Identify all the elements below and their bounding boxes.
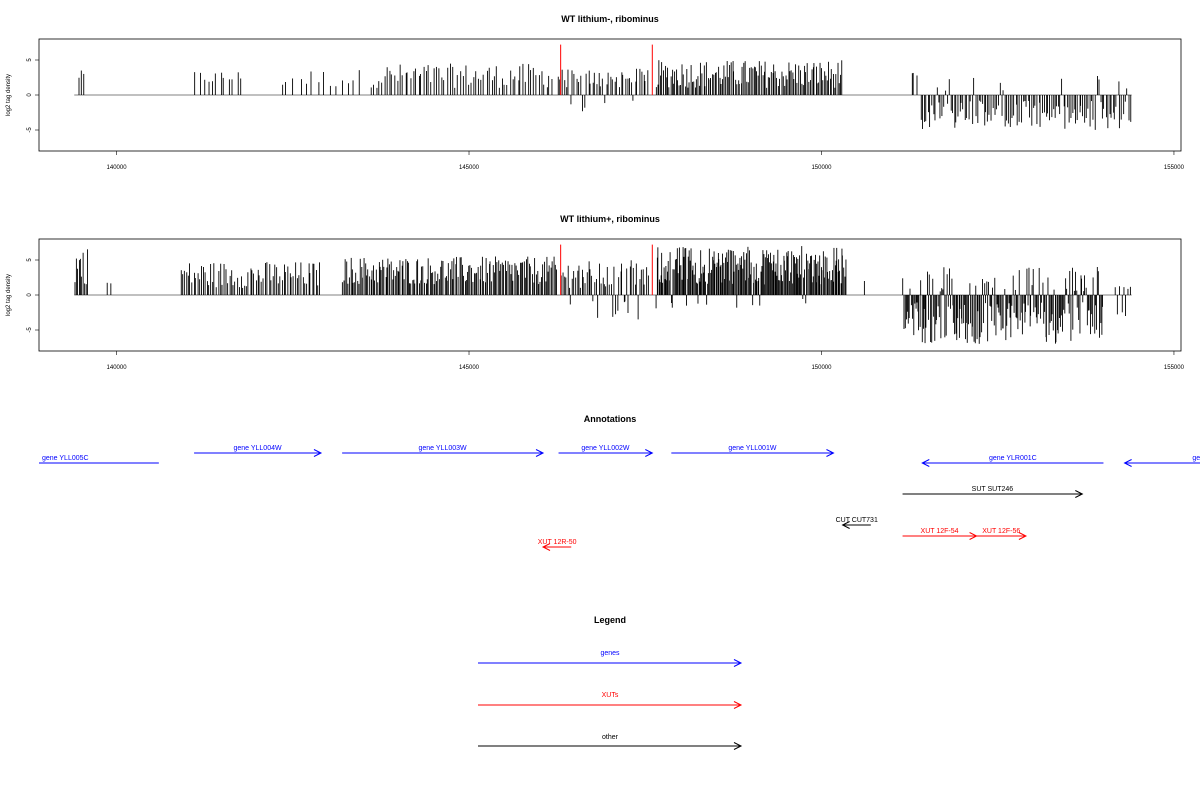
data-bars — [74, 244, 1132, 344]
feature-label: gene YLL005C — [42, 455, 89, 462]
annotation-feature: XUT 12F-56 — [976, 528, 1028, 540]
y-tick-label: -5 — [27, 327, 33, 333]
feature-label: gene YLL004W — [233, 445, 282, 452]
x-tick-label: 150000 — [811, 365, 832, 371]
x-tick-label: 155000 — [1164, 365, 1185, 371]
arrow-head — [733, 742, 743, 750]
x-tick-label: 145000 — [459, 165, 480, 171]
legend-entry-other: other — [478, 734, 743, 750]
feature-label: XUT 12F-54 — [921, 528, 959, 535]
feature-label: gene YLR001C — [989, 455, 1037, 462]
arrow-head — [841, 521, 850, 529]
y-tick-label: 5 — [27, 258, 33, 262]
track-title: WT lithium+, ribominus — [560, 214, 660, 224]
x-tick-label: 140000 — [107, 365, 128, 371]
feature-label: XUT 12F-56 — [982, 528, 1020, 535]
feature-label: SUT SUT246 — [972, 486, 1014, 493]
arrow-head — [645, 449, 654, 457]
track-panel-lithium-plus: WT lithium+, ribominus log2 tag density … — [6, 214, 1185, 371]
annotation-items: gene YLL005C gene YLL004W gene YLL003W gene… — [39, 445, 1200, 551]
y-axis-label: log2 tag density — [6, 74, 12, 116]
x-tick-label: 155000 — [1164, 165, 1185, 171]
annotation-feature: XUT 12F-54 — [902, 528, 978, 540]
data-bars — [74, 44, 1132, 130]
x-tick-label: 145000 — [459, 365, 480, 371]
annotation-feature: gene YLL001W — [671, 445, 835, 457]
arrow-head — [1075, 490, 1084, 498]
axis-ticks: 140000 145000 150000 155000 5 0 -5 — [27, 258, 1185, 371]
track-panel-lithium-minus: WT lithium-, ribominus log2 tag density … — [6, 14, 1185, 171]
arrow-head — [535, 449, 545, 457]
annotation-feature: gene YLL002W — [558, 445, 654, 457]
arrow-head — [1123, 459, 1132, 467]
feature-label: gene YLL003W — [419, 445, 468, 452]
x-tick-label: 140000 — [107, 165, 128, 171]
axis-ticks: 140000 145000 150000 155000 5 0 -5 — [27, 58, 1185, 171]
annotations-title: Annotations — [584, 414, 637, 424]
annotation-feature: SUT SUT246 — [902, 486, 1084, 498]
legend: Legend genes XUTs other — [478, 615, 743, 750]
legend-entry-label: XUTs — [602, 692, 619, 699]
arrow-head — [1018, 532, 1028, 540]
legend-title: Legend — [594, 615, 626, 625]
legend-entry-label: other — [602, 734, 619, 741]
track-title: WT lithium-, ribominus — [561, 14, 659, 24]
feature-label: CUT CUT731 — [836, 517, 878, 524]
legend-entry-xuts: XUTs — [478, 692, 743, 709]
y-tick-label: 5 — [27, 58, 33, 62]
arrow-head — [921, 459, 930, 467]
annotation-feature: gene YLR001C — [921, 455, 1104, 467]
feature-label: gene YLL001W — [728, 445, 777, 452]
annotation-feature: ge — [1123, 455, 1200, 467]
y-axis-label: log2 tag density — [6, 274, 12, 316]
annotation-feature: XUT 12R-50 — [538, 539, 577, 551]
annotation-feature: gene YLL003W — [342, 445, 545, 457]
annotation-feature: CUT CUT731 — [836, 517, 878, 529]
x-tick-label: 150000 — [811, 165, 832, 171]
annotation-feature: gene YLL004W — [194, 445, 323, 457]
feature-label: gene YLL002W — [581, 445, 630, 452]
arrow-head — [826, 449, 835, 457]
y-tick-label: 0 — [27, 93, 33, 97]
y-tick-label: 0 — [27, 293, 33, 297]
feature-label: ge — [1192, 455, 1200, 462]
arrow-head — [313, 449, 323, 457]
feature-label: XUT 12R-50 — [538, 539, 577, 546]
arrow-head — [733, 701, 743, 709]
arrow-head — [541, 543, 551, 551]
legend-entry-label: genes — [600, 650, 620, 657]
arrow-head — [733, 659, 743, 667]
annotation-feature: gene YLL005C — [39, 455, 159, 464]
legend-entry-genes: genes — [478, 650, 743, 667]
y-tick-label: -5 — [27, 127, 33, 133]
